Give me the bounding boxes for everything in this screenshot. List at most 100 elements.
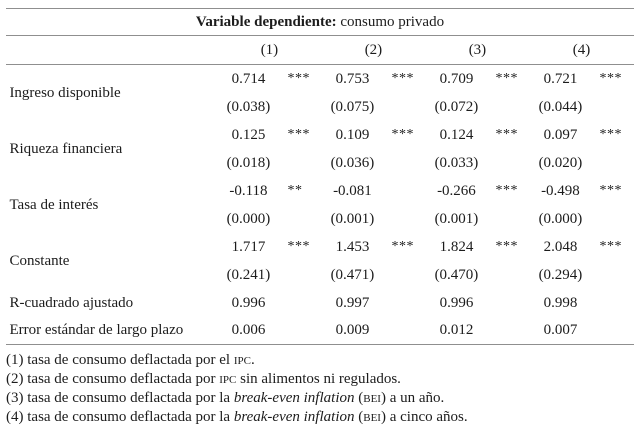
row-label: Riqueza financiera xyxy=(9,140,123,157)
stat-row: R-cuadrado ajustado 0.996 0.997 0.996 0.… xyxy=(6,289,633,317)
stat-value: 0.997 xyxy=(335,294,370,311)
dependent-variable-label: Variable dependiente: xyxy=(195,13,337,30)
footnote-text: sin alimentos ni regulados. xyxy=(236,371,401,387)
table-row-se: (0.038) (0.075) (0.072) (0.044) xyxy=(6,93,633,121)
significance-stars: *** xyxy=(287,71,310,86)
se-value: (0.294) xyxy=(538,266,583,283)
se-value: (0.036) xyxy=(330,154,375,171)
coef-value: 1.453 xyxy=(335,238,370,255)
stat-value: 0.012 xyxy=(439,322,474,338)
stars-spacer xyxy=(487,93,529,121)
table-row: Tasa de interés -0.118 ** -0.081 -0.266 … xyxy=(6,177,633,213)
significance-stars: *** xyxy=(495,71,518,86)
stat-value: 0.996 xyxy=(439,294,474,311)
stat-value: 0.006 xyxy=(231,322,266,338)
column-header-1: (1) xyxy=(217,35,322,65)
table-row-se: (0.018) (0.036) (0.033) (0.020) xyxy=(6,149,633,177)
footnote-4: (4) tasa de consumo deflactada por la br… xyxy=(6,408,640,426)
paper-table-page: Variable dependiente: consumo privado (1… xyxy=(0,8,640,426)
stars-spacer xyxy=(383,317,425,345)
footnote-text: . xyxy=(250,352,255,368)
se-value: (0.038) xyxy=(226,98,271,115)
column-header-3: (3) xyxy=(425,35,530,65)
row-label: Tasa de interés xyxy=(9,196,99,213)
stat-label: Error estándar de largo plazo xyxy=(9,322,184,338)
significance-stars: *** xyxy=(495,239,518,254)
stars-spacer xyxy=(279,205,321,233)
stars-spacer xyxy=(279,317,321,345)
table-row-se: (0.000) (0.001) (0.001) (0.000) xyxy=(6,205,633,233)
header-spacer xyxy=(6,35,218,65)
se-value: (0.075) xyxy=(330,98,375,115)
footnote-text: (4) tasa de consumo deflactada por la xyxy=(6,409,234,425)
footnote-text: (1) tasa de consumo deflactada por el xyxy=(6,352,234,368)
se-value: (0.000) xyxy=(226,210,271,227)
stars-spacer xyxy=(279,261,321,289)
coef-value: 0.753 xyxy=(335,70,370,87)
significance-stars: *** xyxy=(599,71,622,86)
stars-spacer xyxy=(383,261,425,289)
footnote-3: (3) tasa de consumo deflactada por la br… xyxy=(6,389,640,408)
stars-spacer xyxy=(487,289,529,317)
stat-row: Error estándar de largo plazo 0.006 0.00… xyxy=(6,317,633,345)
stars-spacer xyxy=(383,93,425,121)
significance-stars: *** xyxy=(599,183,622,198)
se-value: (0.470) xyxy=(434,266,479,283)
coef-value: 0.721 xyxy=(543,70,578,87)
coef-value: 0.109 xyxy=(335,126,370,143)
table-footnotes: (1) tasa de consumo deflactada por el ip… xyxy=(6,351,640,426)
row-label: Constante xyxy=(9,252,70,269)
stat-value: 0.007 xyxy=(543,322,578,338)
table-title-row: Variable dependiente: consumo privado xyxy=(6,8,634,36)
table-row-se: (0.241) (0.471) (0.470) (0.294) xyxy=(6,261,633,289)
column-header-row: (1) (2) (3) (4) xyxy=(6,35,634,65)
se-value: (0.001) xyxy=(330,210,375,227)
column-header-2: (2) xyxy=(321,35,426,65)
footnote-text: ( xyxy=(354,409,364,425)
stars-spacer xyxy=(279,289,321,317)
stars-spacer xyxy=(591,261,633,289)
footnote-text: (3) tasa de consumo deflactada por la xyxy=(6,390,234,406)
significance-stars xyxy=(383,177,425,205)
stars-spacer xyxy=(591,289,633,317)
se-value: (0.033) xyxy=(434,154,479,171)
footnote-text: ( xyxy=(354,390,364,406)
stars-spacer xyxy=(591,317,633,345)
footnote-smallcaps-text: bei xyxy=(363,409,381,425)
se-value: (0.471) xyxy=(330,266,375,283)
footnote-smallcaps-text: bei xyxy=(363,390,381,406)
footnote-text: ) a cinco años. xyxy=(380,409,468,425)
se-value: (0.241) xyxy=(226,266,271,283)
coef-value: -0.081 xyxy=(333,182,372,199)
stars-spacer xyxy=(487,317,529,345)
stars-spacer xyxy=(591,93,633,121)
significance-stars: *** xyxy=(287,239,310,254)
coef-value: 0.124 xyxy=(439,126,474,143)
significance-stars: *** xyxy=(391,239,414,254)
se-value: (0.020) xyxy=(538,154,583,171)
significance-stars: *** xyxy=(391,71,414,86)
stars-spacer xyxy=(383,289,425,317)
footnote-italic-text: break-even inflation xyxy=(233,390,355,406)
stars-spacer xyxy=(279,93,321,121)
footnote-2: (2) tasa de consumo deflactada por ipc s… xyxy=(6,370,640,389)
stars-spacer xyxy=(591,149,633,177)
stars-spacer xyxy=(383,205,425,233)
stars-spacer xyxy=(487,205,529,233)
coef-value: 1.717 xyxy=(231,238,266,255)
significance-stars: ** xyxy=(287,183,303,198)
stars-spacer xyxy=(591,205,633,233)
se-value: (0.000) xyxy=(538,210,583,227)
footnote-1: (1) tasa de consumo deflactada por el ip… xyxy=(6,351,640,370)
se-value: (0.044) xyxy=(538,98,583,115)
significance-stars: *** xyxy=(599,127,622,142)
dependent-variable-value: consumo privado xyxy=(336,13,445,30)
significance-stars: *** xyxy=(599,239,622,254)
footnote-smallcaps-text: ipc xyxy=(233,352,251,368)
significance-stars: *** xyxy=(391,127,414,142)
table-row: Ingreso disponible 0.714 *** 0.753 *** 0… xyxy=(6,65,633,101)
stat-value: 0.996 xyxy=(231,294,266,311)
se-value: (0.018) xyxy=(226,154,271,171)
table-title: Variable dependiente: consumo privado xyxy=(6,8,634,36)
table-row: Riqueza financiera 0.125 *** 0.109 *** 0… xyxy=(6,121,633,157)
